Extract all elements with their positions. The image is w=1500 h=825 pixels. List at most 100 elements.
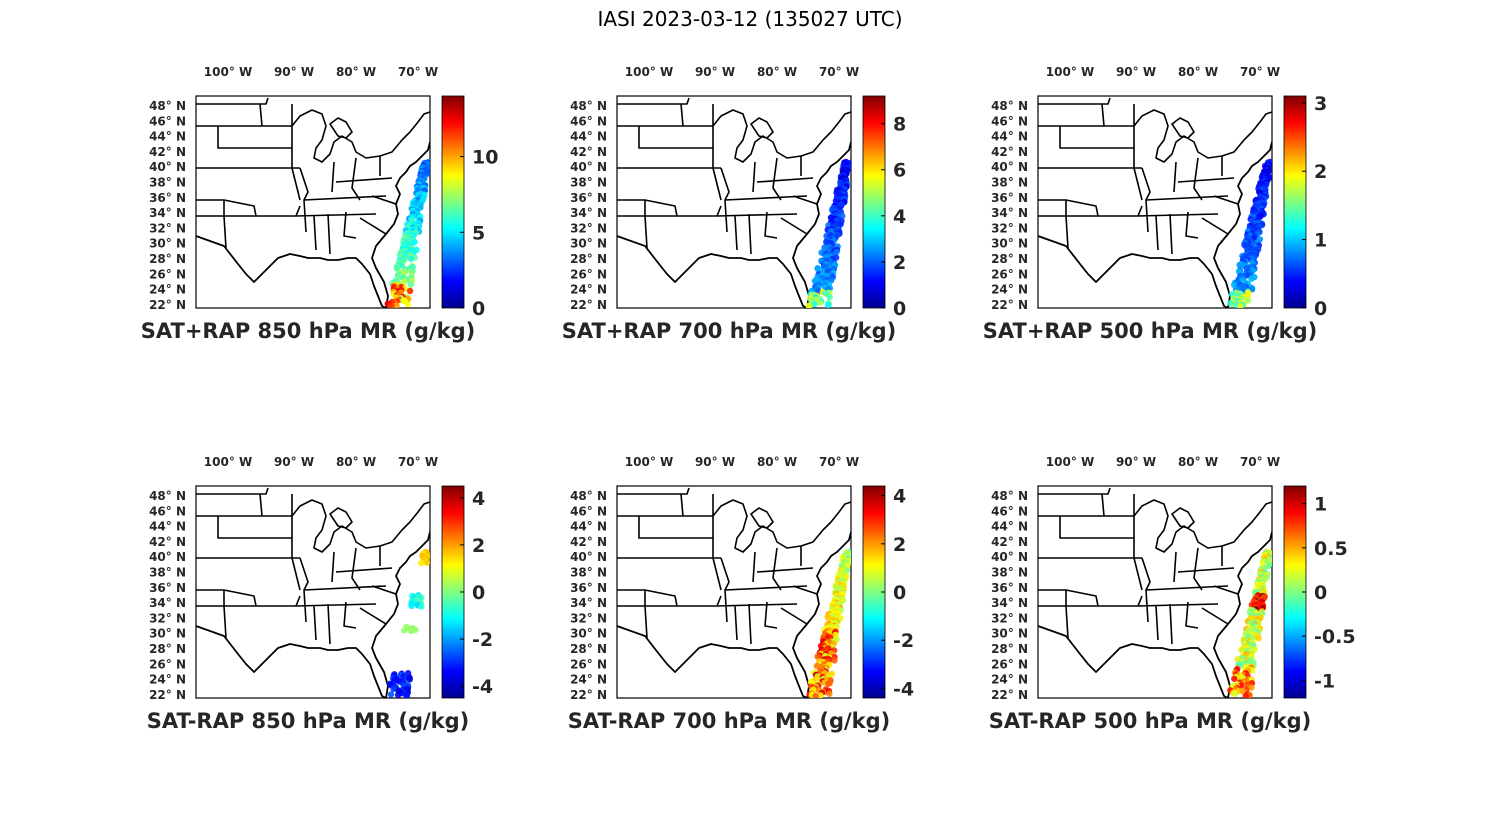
map-panel-sat-minus-rap-500: 100° W 90° W 80° W 70° W 48° N46° N 44° N42° … (989, 455, 1356, 733)
observation-swath (1227, 158, 1272, 308)
lon-label: 70° W (398, 65, 438, 79)
panel-title: SAT+RAP 500 hPa MR (g/kg) (983, 319, 1317, 343)
observation-point (826, 690, 833, 697)
lat-label: 22° N (991, 298, 1028, 312)
coastline (617, 141, 851, 308)
colorbar-tick-label: -1 (1314, 670, 1335, 692)
lat-label: 26° N (149, 657, 186, 671)
lat-label: 40° N (570, 160, 607, 174)
lon-label: 80° W (757, 455, 797, 469)
lat-label: 26° N (570, 657, 607, 671)
lat-label: 30° N (570, 237, 607, 251)
lon-label: 70° W (1240, 455, 1280, 469)
observation-point (393, 302, 400, 308)
colorbar-tick-label: -2 (893, 630, 914, 652)
map-panel-sat-plus-rap-700: 100° W 90° W 80° W 70° W 48° N46° N 44° N42° … (562, 65, 906, 343)
colorbar-tick-label: 0.5 (1314, 538, 1348, 560)
lat-label: 38° N (570, 566, 607, 580)
state-borders (196, 97, 430, 255)
coastline (1038, 531, 1272, 698)
observation-point (1231, 690, 1239, 697)
map-content (617, 487, 851, 698)
lat-label: 30° N (149, 237, 186, 251)
observation-point (390, 685, 397, 692)
colorbar-tick-label: 8 (893, 114, 906, 136)
lat-label: 28° N (570, 642, 607, 656)
observation-point (814, 265, 821, 272)
state-borders (1038, 487, 1272, 645)
panel-title: SAT+RAP 850 hPa MR (g/kg) (141, 319, 475, 343)
observation-point (825, 301, 832, 308)
lon-label: 80° W (336, 65, 376, 79)
lat-label: 40° N (570, 550, 607, 564)
lat-label: 22° N (570, 688, 607, 702)
colorbar-tick-label: -4 (893, 678, 914, 700)
lat-label: 42° N (570, 145, 607, 159)
observation-point (831, 657, 838, 664)
panel-title: SAT-RAP 850 hPa MR (g/kg) (147, 709, 470, 733)
observation-point (1248, 275, 1255, 282)
observation-point (407, 281, 415, 288)
observation-point (406, 287, 414, 295)
lat-label: 48° N (149, 489, 186, 503)
lon-label: 70° W (819, 455, 859, 469)
panel-title: SAT-RAP 500 hPa MR (g/kg) (989, 709, 1312, 733)
observation-point (1248, 667, 1256, 674)
lon-label: 90° W (1116, 65, 1156, 79)
observation-point (423, 559, 430, 566)
lon-label: 100° W (1046, 455, 1094, 469)
lat-label: 46° N (570, 504, 607, 518)
lat-label: 44° N (149, 520, 186, 534)
lon-label: 80° W (336, 455, 376, 469)
lat-label: 28° N (149, 252, 186, 266)
lat-label: 40° N (149, 550, 186, 564)
colorbar-tick-label: -0.5 (1314, 626, 1356, 648)
observation-point (1231, 675, 1238, 682)
lat-label: 40° N (991, 160, 1028, 174)
lat-label: 22° N (570, 298, 607, 312)
lat-label: 44° N (570, 520, 607, 534)
observation-point (393, 264, 401, 272)
map-content (196, 487, 430, 698)
colorbar-tick-label: 0 (893, 298, 906, 320)
lon-label: 90° W (1116, 455, 1156, 469)
observation-point (826, 293, 833, 301)
observation-point (400, 627, 408, 634)
lon-label: 100° W (1046, 65, 1094, 79)
lat-label: 26° N (991, 657, 1028, 671)
colorbar-tick-label: 0 (472, 582, 485, 604)
lat-label: 40° N (149, 160, 186, 174)
lat-label: 48° N (991, 99, 1028, 113)
lon-label: 100° W (625, 65, 673, 79)
lat-label: 48° N (991, 489, 1028, 503)
observation-point (1236, 261, 1243, 269)
lat-label: 44° N (149, 130, 186, 144)
lat-label: 26° N (149, 267, 186, 281)
observation-point (1255, 634, 1262, 642)
lat-label: 22° N (149, 688, 186, 702)
lat-label: 24° N (570, 673, 607, 687)
observation-point (1229, 300, 1237, 307)
lat-label: 42° N (991, 145, 1028, 159)
observation-point (1237, 302, 1244, 308)
lon-label: 70° W (1240, 65, 1280, 79)
lat-label: 42° N (991, 535, 1028, 549)
figure-title: IASI 2023-03-12 (135027 UTC) (597, 7, 902, 31)
colorbar-tick-label: 6 (893, 160, 906, 182)
observation-point (387, 691, 395, 698)
lon-label: 90° W (274, 455, 314, 469)
lon-label: 80° W (1178, 455, 1218, 469)
lat-label: 44° N (991, 520, 1028, 534)
state-borders (617, 97, 851, 255)
lon-label: 100° W (204, 455, 252, 469)
colorbar-tick-label: 2 (893, 534, 906, 556)
coastline (196, 141, 430, 308)
lat-label: 26° N (991, 267, 1028, 281)
lat-label: 36° N (570, 191, 607, 205)
colorbar-tick-label: 0 (1314, 582, 1327, 604)
lat-label: 38° N (149, 176, 186, 190)
lat-label: 32° N (570, 221, 607, 235)
observation-swath (386, 548, 430, 698)
lat-label: 24° N (570, 283, 607, 297)
lat-label: 38° N (991, 176, 1028, 190)
